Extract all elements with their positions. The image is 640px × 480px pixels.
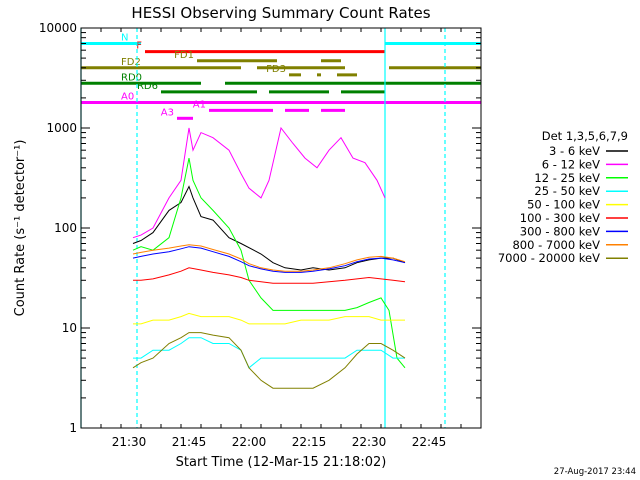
flag-label-a3: A3 <box>161 107 174 118</box>
x-tick-label: 22:00 <box>232 435 267 449</box>
y-tick-label: 10 <box>62 321 77 335</box>
legend-entry-label: 50 - 100 keV <box>527 198 600 212</box>
x-axis-label: Start Time (12-Mar-15 21:18:02) <box>176 455 387 470</box>
flag-label-fd2: FD2 <box>121 57 141 68</box>
series-line-50-100-kev <box>133 312 405 325</box>
x-tick-label: 22:15 <box>292 435 327 449</box>
flag-label-a1: A1 <box>193 99 206 110</box>
y-tick-label: 10000 <box>39 21 77 35</box>
legend-entry-label: 25 - 50 keV <box>534 184 600 198</box>
legend-entry-label: 6 - 12 keV <box>542 157 600 171</box>
y-axis-label: Count Rate (s⁻¹ detector⁻¹) <box>13 140 28 317</box>
legend-title: Det 1,3,5,6,7,9 <box>542 129 628 143</box>
legend-entry-label: 12 - 25 keV <box>534 171 600 185</box>
x-axis: 21:30 21:45 22:00 22:15 22:30 22:45 <box>80 28 482 449</box>
y-tick-label: 1 <box>69 421 77 435</box>
data-series <box>132 126 406 389</box>
x-tick-label: 22:30 <box>352 435 387 449</box>
flag-label-f: F <box>136 41 142 52</box>
series-line-800-7000-kev <box>132 244 406 272</box>
legend-entry-label: 800 - 7000 keV <box>512 238 600 252</box>
legend-entry-label: 7000 - 20000 keV <box>498 251 600 265</box>
x-tick-label: 21:30 <box>112 435 147 449</box>
series-line-12-25-kev <box>132 158 406 369</box>
legend-entry-label: 100 - 300 keV <box>520 211 600 225</box>
x-tick-label: 21:45 <box>172 435 207 449</box>
series-line-300-800-kev <box>132 246 406 273</box>
flag-label-n: N <box>121 32 128 43</box>
y-tick-label: 1000 <box>46 121 77 135</box>
timestamp: 27-Aug-2017 23:44 <box>554 467 636 477</box>
series-line-100-300-kev <box>133 267 406 284</box>
flag-label-rd0: RD0 <box>121 72 142 83</box>
y-axis: 1 10 100 1000 10000 <box>39 21 481 435</box>
series-line-3-6-kev <box>132 185 406 271</box>
flag-label-fd3: FD3 <box>266 64 286 75</box>
chart-title: HESSI Observing Summary Count Rates <box>131 4 430 22</box>
flag-label-rd6: RD6 <box>137 81 158 92</box>
legend-entry-label: 3 - 6 keV <box>549 144 600 158</box>
flag-label-fd1: FD1 <box>174 50 194 61</box>
series-line-7000-20000-kev <box>132 332 406 389</box>
y-tick-label: 100 <box>54 221 77 235</box>
legend-entry-label: 300 - 800 keV <box>520 224 600 238</box>
x-tick-label: 22:45 <box>412 435 447 449</box>
flag-label-a0: A0 <box>121 91 134 102</box>
series-line-6-12-kev <box>132 126 386 239</box>
